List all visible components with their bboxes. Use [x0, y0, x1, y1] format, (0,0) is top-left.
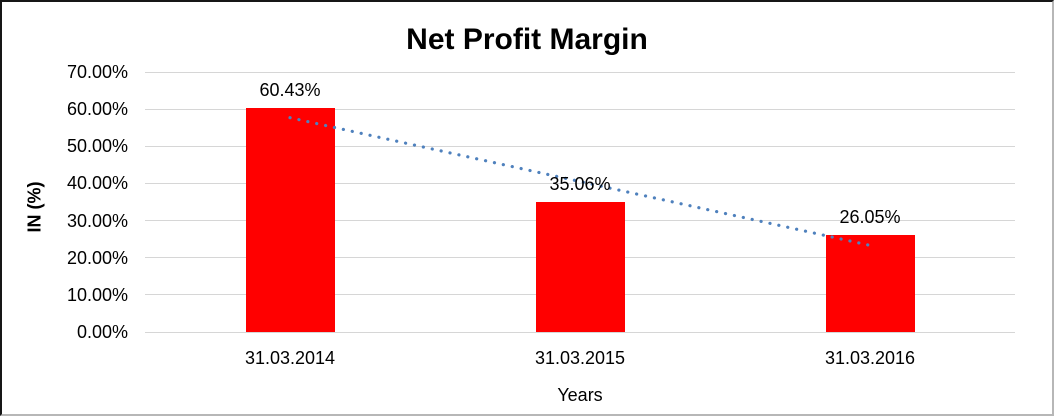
- gridline: [145, 71, 1015, 73]
- y-axis-tick-label: 50.00%: [66, 136, 128, 157]
- gridline: [145, 331, 1015, 333]
- data-label: 26.05%: [839, 207, 901, 228]
- y-axis-tick-label: 60.00%: [66, 99, 128, 120]
- bar: [245, 107, 335, 332]
- x-axis-tick-label: 31.03.2014: [244, 348, 336, 368]
- y-axis-tick-label: 0.00%: [76, 322, 128, 342]
- bar: [825, 235, 915, 332]
- chart-title: Net Profit Margin: [406, 23, 648, 56]
- bar: [535, 201, 625, 332]
- x-axis-tick-label: 31.03.2016: [824, 348, 916, 368]
- y-axis-tick-label: 20.00%: [66, 247, 128, 268]
- y-axis-tick-label: 40.00%: [66, 173, 128, 194]
- gridline: [145, 108, 1015, 110]
- data-label: 35.06%: [549, 173, 611, 194]
- y-axis-tick-label: 30.00%: [66, 210, 128, 231]
- x-axis-tick-label: 31.03.2015: [534, 348, 626, 368]
- x-axis-title: Years: [557, 385, 603, 405]
- data-label: 60.43%: [259, 79, 321, 100]
- y-axis-tick-label: 10.00%: [66, 284, 128, 305]
- y-axis-tick-label: 70.00%: [66, 62, 128, 82]
